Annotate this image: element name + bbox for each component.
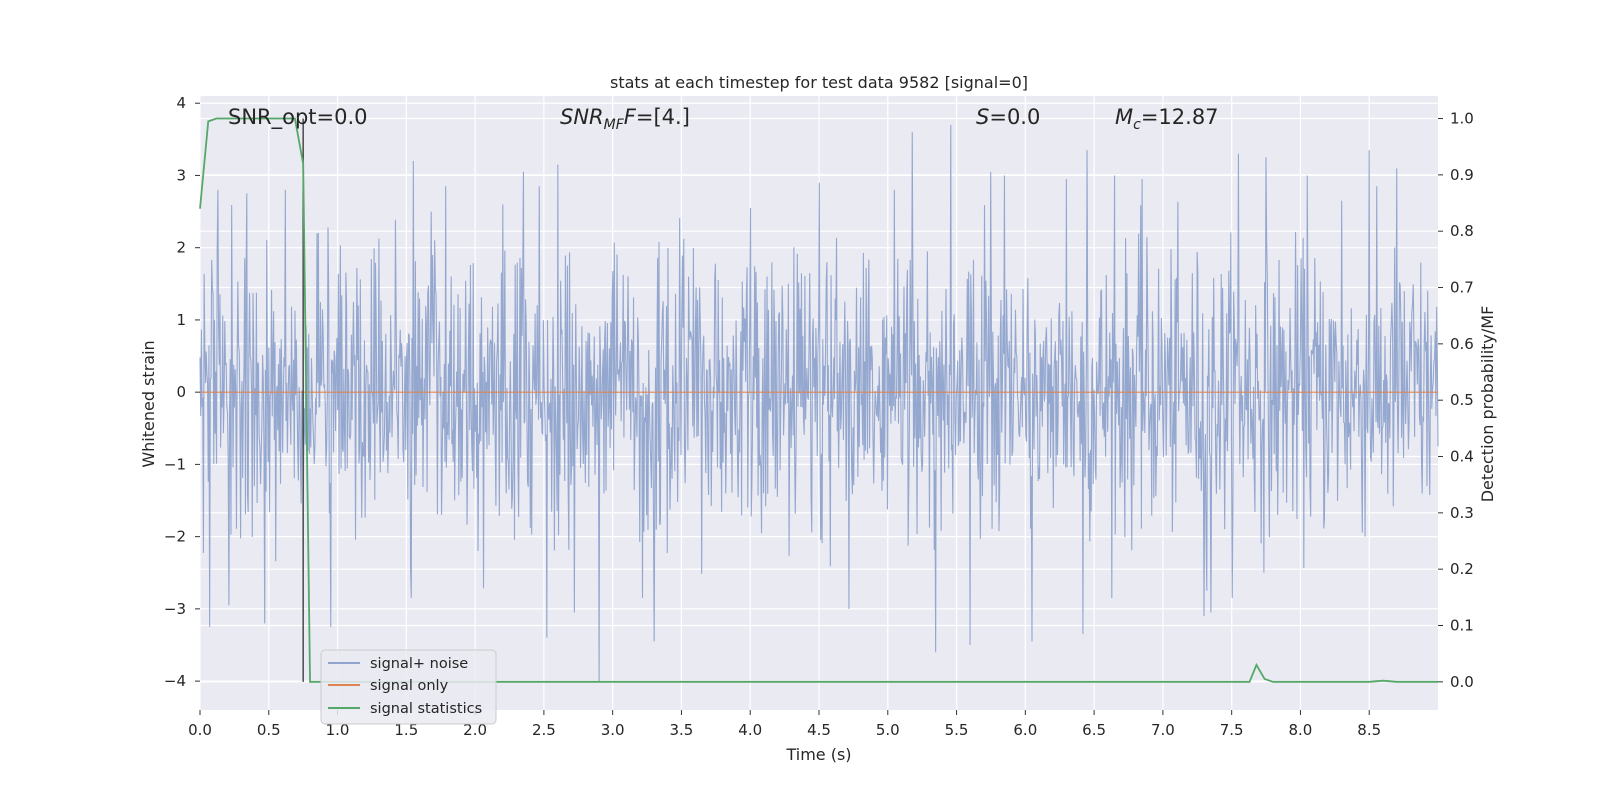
y-tick-label-2: 2 [176,239,186,257]
mc-main: M [1115,105,1133,129]
annotation-s: S=0.0 [976,105,1040,129]
legend-box [320,649,497,725]
x-tick-label-3: 1.5 [394,721,418,739]
y-tick-label-6: −2 [164,528,186,546]
y-tick-labels: 4 3 2 1 0 −1 −2 −3 −4 [164,94,200,690]
x-tick-label-6: 3.0 [601,721,625,739]
y2-tick-label-6: 0.4 [1450,448,1474,466]
y2-tick-labels: 1.0 0.9 0.8 0.7 0.6 0.5 0.4 0.3 0.2 0.1 0.0 [1438,110,1474,691]
legend-label-signal-only: signal only [370,678,449,694]
y2-axis-label: Detection probability/MF [1478,306,1497,503]
legend-label-signal-plus-noise: signal+ noise [370,656,468,672]
y2-tick-label-9: 0.1 [1450,617,1474,635]
mc-value: =12.87 [1141,105,1219,129]
y-tick-label-7: −3 [164,600,186,618]
x-tick-label-9: 4.5 [807,721,831,739]
x-tick-label-15: 7.5 [1220,721,1244,739]
y2-tick-label-10: 0.0 [1450,673,1474,691]
y2-tick-label-3: 0.7 [1450,279,1474,297]
x-tick-label-16: 8.0 [1289,721,1313,739]
x-tick-label-17: 8.5 [1357,721,1381,739]
y-tick-label-8: −4 [164,672,186,690]
y2-tick-label-0: 1.0 [1450,110,1474,128]
y-tick-label-4: 0 [176,383,186,401]
x-tick-label-4: 2.0 [463,721,487,739]
x-tick-label-13: 6.5 [1082,721,1106,739]
x-tick-label-0: 0.0 [188,721,212,739]
snr-mf-sub: MF [604,117,625,133]
x-tick-label-2: 1.0 [326,721,350,739]
y2-tick-label-5: 0.5 [1450,391,1474,409]
y2-tick-label-8: 0.2 [1450,560,1474,578]
mc-sub: c [1133,117,1141,133]
x-tick-label-14: 7.0 [1151,721,1175,739]
x-tick-label-11: 5.5 [945,721,969,739]
y-tick-label-0: 4 [176,94,186,112]
snr-mf-main: SNR [560,105,604,129]
legend-label-signal-statistics: signal statistics [370,701,482,717]
s-main: S [976,105,989,129]
series-signal-plus-noise [199,124,1439,682]
x-tick-label-12: 6.0 [1013,721,1037,739]
x-tick-label-1: 0.5 [257,721,281,739]
y2-tick-label-2: 0.8 [1450,222,1474,240]
s-value: =0.0 [989,105,1040,129]
x-tick-label-8: 4.0 [738,721,762,739]
y2-tick-label-7: 0.3 [1450,504,1474,522]
y-tick-label-1: 3 [176,166,186,184]
y-tick-label-3: 1 [176,311,186,329]
x-tick-label-7: 3.5 [670,721,694,739]
series-signal-statistics [199,117,1438,683]
y-tick-label-5: −1 [164,455,186,473]
x-tick-labels: 0.0 0.5 1.0 1.5 2.0 2.5 3.0 3.5 4.0 4.5 5.0 5.5 6.0 6… [188,710,1381,739]
line-signal-plus-noise [199,124,1439,682]
chart-title: stats at each timestep for test data 958… [610,73,1028,92]
x-axis-label: Time (s) [785,745,851,764]
legend: signal+ noise signal only signal statist… [320,649,497,725]
snr-mf-value: =[4.] [636,105,690,129]
annotation-snr-mf: SNRMFF=[4.] [560,105,690,133]
y-axis-label: Whitened strain [139,340,158,467]
snr-mf-f: F [624,105,637,129]
annotation-snr-opt: SNR_opt=0.0 [228,105,368,130]
x-tick-label-5: 2.5 [532,721,556,739]
line-signal-statistics [199,117,1438,683]
y2-tick-label-4: 0.6 [1450,335,1474,353]
x-tick-label-10: 5.0 [876,721,900,739]
annotation-mc: Mc=12.87 [1115,105,1219,133]
y2-tick-label-1: 0.9 [1450,166,1474,184]
